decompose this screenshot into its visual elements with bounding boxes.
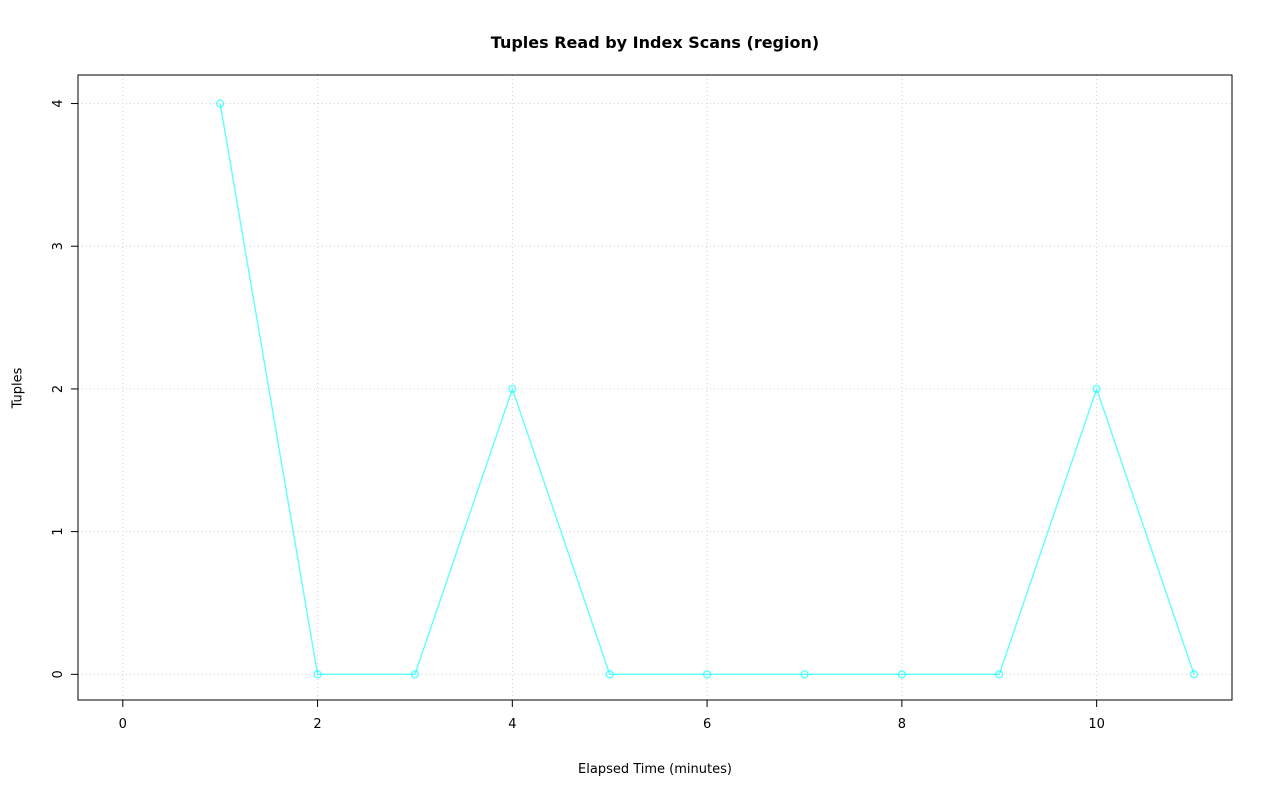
plot-border <box>77 74 1233 701</box>
y-tick-label: 1 <box>51 527 66 535</box>
x-tick-label: 0 <box>119 717 127 732</box>
y-tick-label: 4 <box>51 99 66 107</box>
x-tick-label: 4 <box>508 717 516 732</box>
data-point-marker <box>995 670 1004 679</box>
data-point-marker <box>702 670 712 679</box>
x-tick-label: 10 <box>1088 717 1105 732</box>
data-point-marker <box>410 670 420 679</box>
data-point-marker <box>215 99 225 108</box>
x-tick-label: 6 <box>703 717 711 732</box>
y-tick-label: 3 <box>51 242 66 250</box>
series-line <box>219 103 1195 676</box>
y-axis-ticks: 0 1 2 3 4 <box>51 99 78 678</box>
x-axis-ticks: 0 2 4 6 8 10 <box>119 700 1105 732</box>
grid-lines <box>78 75 1232 700</box>
data-point-marker <box>897 670 907 679</box>
x-tick-label: 8 <box>898 717 906 732</box>
chart-title: Tuples Read by Index Scans (region) <box>490 33 820 52</box>
data-point-marker <box>605 670 614 679</box>
data-point-marker <box>508 384 517 394</box>
data-points <box>215 99 1199 679</box>
data-point-marker <box>1189 670 1199 679</box>
y-tick-label: 2 <box>51 385 66 393</box>
x-axis-label: Elapsed Time (minutes) <box>578 762 732 777</box>
data-point-marker <box>1092 384 1101 394</box>
y-axis-label: Tuples <box>10 367 26 409</box>
x-tick-label: 2 <box>313 717 321 732</box>
data-point-marker <box>800 670 809 679</box>
data-point-marker <box>313 670 322 679</box>
y-tick-label: 0 <box>51 670 66 678</box>
